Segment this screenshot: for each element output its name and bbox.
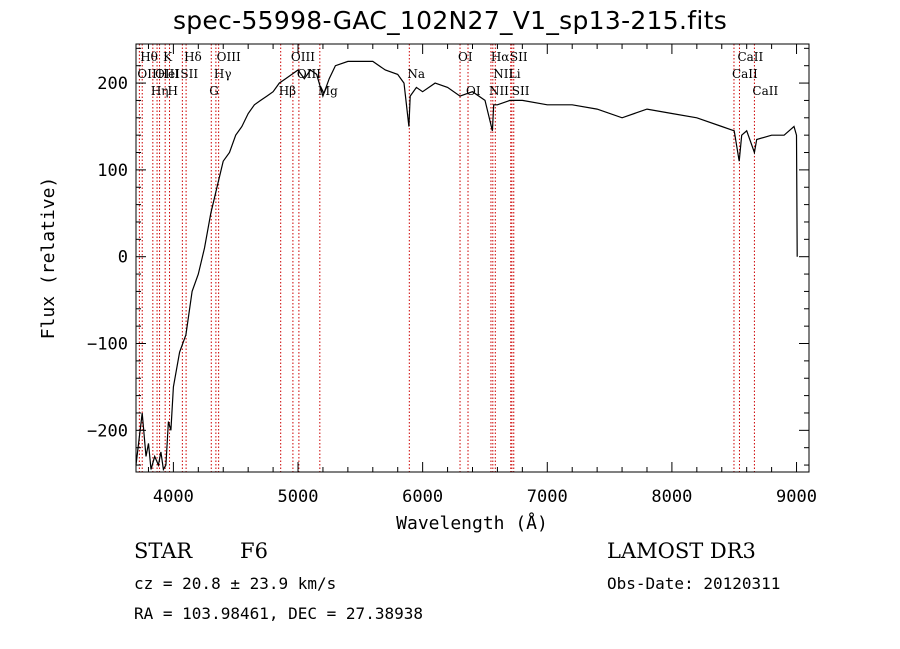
x-tick-label: 7000 [527, 487, 568, 507]
spectral-line-label: Hθ [140, 50, 158, 64]
redshift-velocity: cz = 20.8 ± 23.9 km/s [134, 574, 337, 593]
y-axis-label: Flux (relative) [38, 177, 59, 340]
sky-coordinates: RA = 103.98461, DEC = 27.38938 [134, 604, 423, 623]
spectral-line-label: SII [510, 50, 528, 64]
spectral-line-label: CaII [752, 84, 778, 98]
x-tick-label: 5000 [278, 487, 319, 507]
spectral-line-label: NII [489, 84, 509, 98]
y-tick-label: 0 [118, 248, 128, 268]
spectral-line-label: Hη [151, 84, 169, 98]
spectral-line-markers [138, 44, 755, 472]
y-tick-label: −200 [87, 421, 128, 441]
y-tick-label: 100 [97, 161, 128, 181]
y-axis-ticks: −200 −100 0 100 200 [87, 47, 809, 466]
spectral-line-label: Na [407, 67, 425, 81]
spectral-line-label: H [168, 84, 178, 98]
spectral-line-label: Hδ [184, 50, 202, 64]
spectral-line-label: OIII [217, 50, 241, 64]
spectral-line-label: Hγ [214, 67, 232, 81]
spectral-line-label: Hβ [279, 84, 296, 98]
x-tick-label: 8000 [651, 487, 692, 507]
spectral-line-labels: OIIHθHηOIIIHeIKHSIIHδGHγOIIIHβOIIIOIIIMg… [137, 50, 778, 98]
spectral-line-label: K [163, 50, 173, 64]
chart-title: spec-55998-GAC_102N27_V1_sp13-215.fits [172, 6, 728, 35]
y-tick-label: 200 [97, 74, 128, 94]
spectral-line-label: OI [458, 50, 473, 64]
x-axis-ticks: 4000 5000 6000 7000 8000 9000 [147, 44, 817, 507]
x-tick-label: 4000 [153, 487, 194, 507]
x-axis-label: Wavelength (Å) [396, 512, 548, 534]
spectral-line-label: NII [493, 67, 513, 81]
y-tick-label: −100 [87, 335, 128, 355]
spectral-line-label: HeI [158, 67, 181, 81]
spectral-line-label: Li [509, 67, 521, 81]
x-tick-label: 6000 [402, 487, 443, 507]
spectral-line-label: SII [180, 67, 198, 81]
object-class: STAR [134, 539, 193, 563]
spectral-line-label: SII [512, 84, 530, 98]
spectral-line-label: OIII [155, 67, 179, 81]
flux-series-line [135, 60, 798, 472]
spectral-line-label: OII [137, 67, 157, 81]
spectral-line-label: CaII [732, 67, 758, 81]
plot-frame [135, 43, 810, 473]
spectral-line-label: G [209, 84, 219, 98]
object-subclass: F6 [240, 539, 268, 563]
survey-name: LAMOST DR3 [607, 539, 756, 563]
x-tick-label: 9000 [776, 487, 817, 507]
observation-date: Obs-Date: 20120311 [607, 574, 781, 593]
spectral-line-label: OIII [291, 50, 315, 64]
spectral-line-label: Hα [491, 50, 510, 64]
spectral-line-label: CaII [737, 50, 763, 64]
